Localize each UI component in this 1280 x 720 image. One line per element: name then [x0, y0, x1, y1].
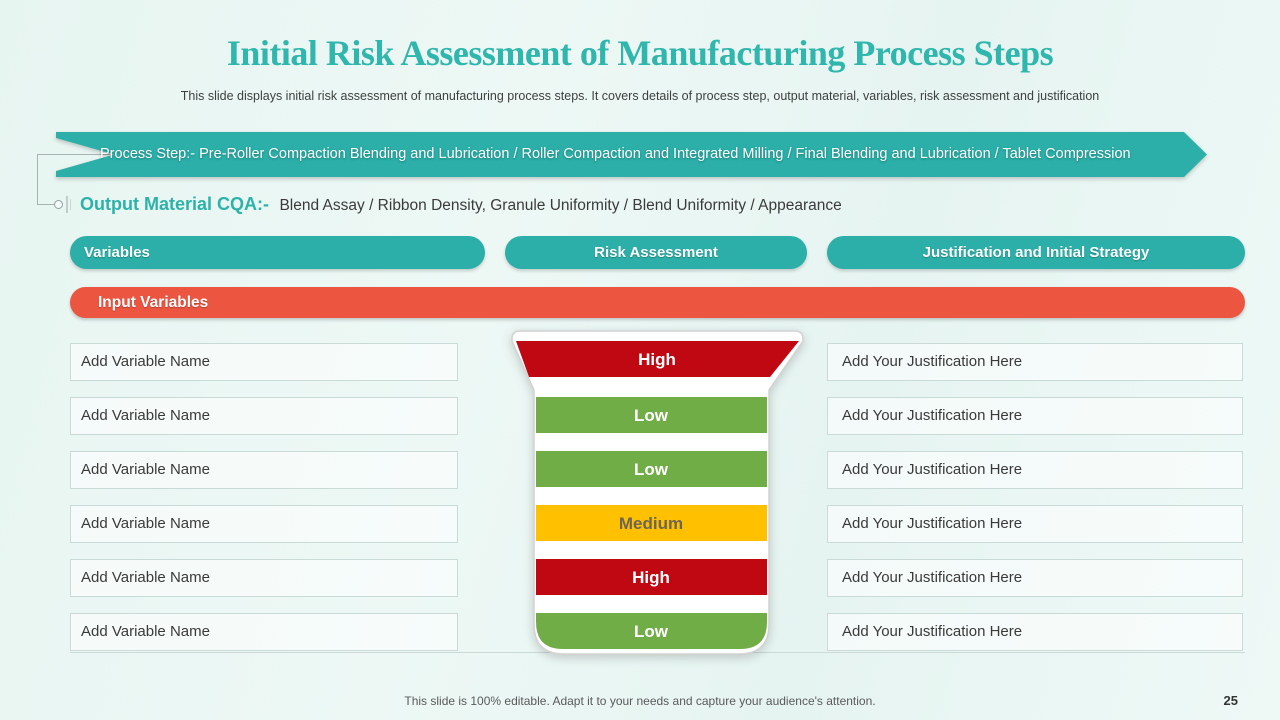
risk-bar-6[interactable]	[536, 613, 767, 649]
bracket-line-horizontal-bottom	[37, 204, 54, 205]
output-material-line: Output Material CQA:- Blend Assay / Ribb…	[80, 194, 842, 215]
risk-funnel: High Low Low Medium High Low	[503, 327, 809, 666]
variable-placeholder[interactable]: Add Variable Name	[70, 397, 458, 435]
risk-bar-2[interactable]	[536, 397, 767, 433]
risk-label-4[interactable]: Medium	[619, 514, 683, 533]
page-title: Initial Risk Assessment of Manufacturing…	[226, 33, 1054, 73]
section-header-input-variables: Input Variables	[70, 287, 1245, 318]
risk-bar-3[interactable]	[536, 451, 767, 487]
risk-label-3[interactable]: Low	[634, 460, 669, 479]
bracket-line-horizontal-top	[37, 154, 111, 155]
bracket-line-vertical	[37, 154, 38, 205]
variable-placeholder[interactable]: Add Variable Name	[70, 451, 458, 489]
process-step-label: Process Step:-	[100, 146, 196, 162]
justification-placeholder[interactable]: Add Your Justification Here	[827, 505, 1243, 543]
variable-placeholder[interactable]: Add Variable Name	[70, 343, 458, 381]
justification-placeholder[interactable]: Add Your Justification Here	[827, 397, 1243, 435]
process-step-value: Pre-Roller Compaction Blending and Lubri…	[199, 146, 1131, 162]
column-header-risk-assessment: Risk Assessment	[505, 236, 807, 269]
output-material-label: Output Material CQA:-	[80, 194, 269, 214]
footer-note: This slide is 100% editable. Adapt it to…	[404, 694, 876, 708]
arrow-banner-shape	[56, 132, 1207, 177]
divider-tick-large	[66, 196, 68, 213]
justification-placeholder[interactable]: Add Your Justification Here	[827, 451, 1243, 489]
risk-bar-1[interactable]	[516, 341, 799, 377]
column-header-justification: Justification and Initial Strategy	[827, 236, 1245, 269]
divider-tick-small	[70, 199, 71, 210]
page-number: 25	[1223, 693, 1238, 708]
process-step-banner: Process Step:- Pre-Roller Compaction Ble…	[56, 130, 1208, 179]
justification-placeholder[interactable]: Add Your Justification Here	[827, 613, 1243, 651]
process-step-text: Process Step:- Pre-Roller Compaction Ble…	[100, 130, 1131, 179]
arrow-banner-path	[56, 132, 1207, 177]
risk-label-2[interactable]: Low	[634, 406, 669, 425]
risk-label-1[interactable]: High	[638, 350, 676, 369]
variable-placeholder[interactable]: Add Variable Name	[70, 613, 458, 651]
page-subtitle: This slide displays initial risk assessm…	[180, 89, 1100, 103]
risk-bar-5[interactable]	[536, 559, 767, 595]
variable-placeholder[interactable]: Add Variable Name	[70, 559, 458, 597]
risk-bar-4[interactable]	[536, 505, 767, 541]
justification-placeholder[interactable]: Add Your Justification Here	[827, 343, 1243, 381]
variable-placeholder[interactable]: Add Variable Name	[70, 505, 458, 543]
bracket-circle-marker	[54, 200, 63, 209]
risk-label-6[interactable]: Low	[634, 622, 669, 641]
justification-placeholder[interactable]: Add Your Justification Here	[827, 559, 1243, 597]
output-material-value: Blend Assay / Ribbon Density, Granule Un…	[279, 197, 842, 214]
funnel-container-shape	[511, 330, 804, 655]
column-header-variables: Variables	[70, 236, 485, 269]
risk-label-5[interactable]: High	[632, 568, 670, 587]
